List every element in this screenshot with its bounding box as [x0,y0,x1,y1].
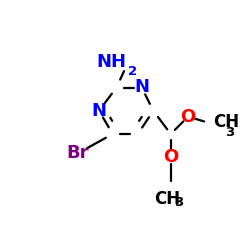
Text: CH: CH [214,114,240,132]
Text: O: O [180,108,196,126]
Text: N: N [92,102,106,120]
Text: O: O [163,148,178,166]
Text: N: N [134,78,149,96]
Text: NH: NH [96,53,126,71]
Text: 3: 3 [174,196,183,208]
Text: CH: CH [154,190,180,208]
Text: 3: 3 [225,126,234,139]
Text: 2: 2 [128,66,138,78]
Text: Br: Br [66,144,89,162]
